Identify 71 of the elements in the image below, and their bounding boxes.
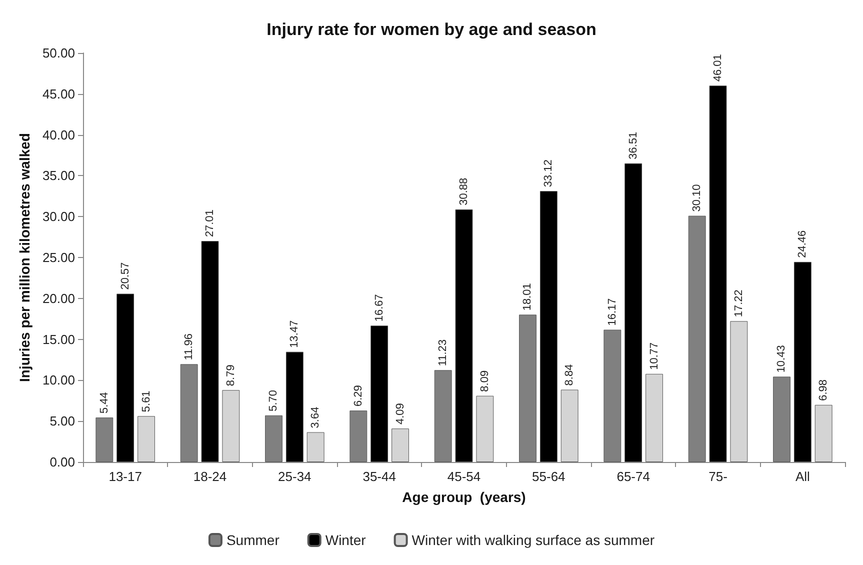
bar xyxy=(201,241,219,462)
bar xyxy=(286,352,304,462)
data-label: 18.01 xyxy=(522,283,534,311)
data-label: 8.09 xyxy=(478,370,491,392)
bar xyxy=(560,390,578,462)
legend-label: Winter xyxy=(325,532,366,548)
bar xyxy=(540,191,558,462)
y-axis-title: Injuries per million kilometres walked xyxy=(16,133,33,382)
data-label: 5.70 xyxy=(268,390,280,412)
x-axis-title: Age group (years) xyxy=(402,489,526,505)
y-tick-label: 45.00 xyxy=(42,86,75,102)
bar xyxy=(306,432,324,462)
x-tick-label: 13-17 xyxy=(108,469,142,484)
data-label: 16.17 xyxy=(606,298,618,326)
x-tick-label: 75- xyxy=(708,469,728,484)
x-tick-label: 35-44 xyxy=(362,469,396,484)
data-label: 30.88 xyxy=(458,178,470,206)
bar xyxy=(646,374,663,462)
data-label: 5.44 xyxy=(98,392,110,414)
data-label: 11.23 xyxy=(437,339,450,366)
data-label: 20.57 xyxy=(119,262,132,290)
x-tick-label: 65-74 xyxy=(616,469,650,484)
data-label: 4.09 xyxy=(394,403,406,425)
data-label: 16.67 xyxy=(373,294,386,322)
data-label: 30.10 xyxy=(691,184,704,212)
data-label: 27.01 xyxy=(204,210,216,238)
chart-title: Injury rate for women by age and season xyxy=(266,20,596,39)
data-label: 3.64 xyxy=(310,406,322,428)
bar xyxy=(370,326,388,462)
y-tick-label: 50.00 xyxy=(42,46,75,60)
data-label: 6.98 xyxy=(818,379,830,401)
legend-label: Summer xyxy=(226,532,280,548)
data-label: 17.22 xyxy=(732,290,745,318)
bar xyxy=(709,86,727,462)
y-tick-label: 10.00 xyxy=(42,372,75,388)
bar xyxy=(138,416,155,462)
bar xyxy=(222,390,240,462)
data-label: 5.61 xyxy=(140,390,152,412)
data-label: 8.79 xyxy=(224,364,237,386)
data-label: 10.77 xyxy=(648,342,660,370)
y-tick-label: 25.00 xyxy=(42,250,75,265)
y-tick-label: 40.00 xyxy=(42,127,75,142)
data-label: 46.01 xyxy=(712,54,724,82)
x-tick-label: 18-24 xyxy=(193,469,227,484)
x-tick-label: 25-34 xyxy=(278,469,312,484)
data-label: 10.43 xyxy=(776,345,788,373)
data-label: 6.29 xyxy=(352,385,364,407)
bar xyxy=(116,294,134,462)
bar xyxy=(455,209,473,462)
legend-label: Winter with walking surface as summer xyxy=(412,532,655,548)
data-label: 33.12 xyxy=(542,160,555,188)
x-tick-label: All xyxy=(795,469,810,484)
y-tick-label: 20.00 xyxy=(42,290,75,306)
bar xyxy=(476,396,494,462)
x-tick-label: 55-64 xyxy=(532,469,566,484)
data-label: 8.84 xyxy=(564,364,576,386)
y-tick-label: 5.00 xyxy=(50,414,75,429)
y-tick-label: 15.00 xyxy=(42,332,75,347)
bar xyxy=(392,428,409,462)
x-tick-label: 45-54 xyxy=(447,469,481,484)
data-label: 11.96 xyxy=(183,333,196,360)
data-label: 24.46 xyxy=(796,230,809,258)
y-tick-label: 0.00 xyxy=(50,454,75,470)
bar xyxy=(814,404,832,462)
data-label: 13.47 xyxy=(288,320,301,348)
y-tick-label: 30.00 xyxy=(42,209,75,224)
y-tick-label: 35.00 xyxy=(42,168,75,184)
bar xyxy=(730,321,748,462)
bar xyxy=(794,262,812,462)
bar xyxy=(624,163,642,462)
data-label: 36.51 xyxy=(627,132,640,160)
